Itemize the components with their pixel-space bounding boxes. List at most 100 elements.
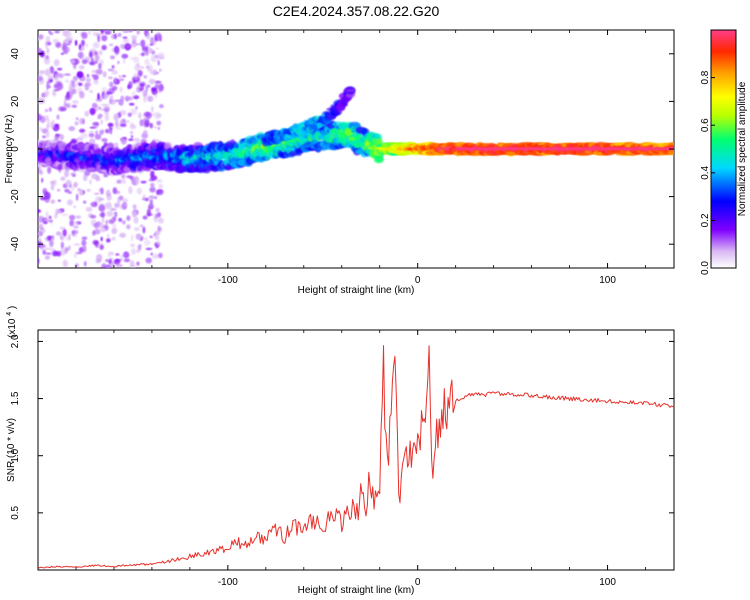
noise-cell — [100, 119, 104, 125]
noise-cell — [60, 241, 65, 249]
noise-cell — [63, 30, 69, 34]
noise-cell — [120, 138, 127, 145]
noise-cell — [147, 84, 151, 88]
noise-cell — [38, 166, 41, 175]
noise-cell — [148, 195, 155, 200]
noise-cell — [156, 240, 161, 246]
strong-ridge-cell — [522, 147, 533, 151]
noise-cell — [143, 111, 150, 117]
noise-cell — [109, 127, 113, 135]
strong-ridge-cell — [617, 147, 628, 151]
noise-cell — [53, 59, 60, 67]
noise-cell — [157, 52, 165, 58]
noise-cell — [128, 96, 134, 101]
noise-cell — [157, 33, 162, 40]
noise-cell — [45, 252, 52, 255]
noise-cell — [114, 214, 118, 218]
noise-cell — [116, 263, 123, 268]
noise-cell — [44, 108, 49, 113]
noise-cell — [51, 250, 59, 257]
noise-cell — [54, 72, 62, 77]
noise-cell — [111, 236, 116, 241]
colorbar-tick-label: 0.6 — [700, 118, 711, 132]
strong-ridge-cell — [588, 147, 599, 151]
noise-cell — [45, 41, 48, 49]
noise-cell — [141, 197, 149, 201]
spectrogram-panel: -40 -20 0 20 40 -100 0 100 Height of straight … — [4, 29, 675, 296]
noise-cell — [157, 60, 160, 66]
noise-cell — [89, 126, 97, 129]
noise-cell — [97, 35, 100, 43]
noise-cell — [98, 222, 104, 229]
noise-cell — [145, 247, 153, 251]
spectrogram-x-axis-label: Height of straight line (km) — [298, 285, 415, 296]
noise-cell — [43, 247, 51, 250]
noise-cell — [76, 136, 84, 142]
noise-cell — [130, 134, 134, 139]
noise-cell — [143, 237, 148, 240]
snr-multiplier-exponent: 4 — [6, 312, 13, 316]
noise-cell — [78, 82, 83, 87]
spectrogram-y-tick-label: 40 — [10, 48, 21, 60]
noise-cell — [43, 218, 51, 222]
noise-cell — [113, 33, 118, 40]
noise-cell — [155, 47, 159, 50]
noise-cell — [83, 200, 87, 204]
noise-cell — [89, 61, 95, 66]
noise-cell — [122, 198, 129, 204]
noise-cell — [143, 50, 150, 56]
noise-cell — [57, 67, 63, 71]
noise-cell — [90, 214, 97, 219]
strong-ridge-cell — [512, 147, 523, 151]
noise-cell — [149, 186, 156, 193]
noise-cell — [106, 210, 114, 217]
noise-cell — [100, 30, 104, 35]
noise-cell — [63, 38, 70, 45]
noise-cell — [59, 226, 66, 230]
noise-cell — [38, 74, 43, 81]
noise-cell — [89, 179, 92, 185]
snr-y-tick-label: 2.0 — [10, 334, 21, 348]
snr-multiplier-prefix: (x10 — [7, 318, 18, 338]
ridge-cell — [295, 148, 303, 156]
noise-cell — [135, 233, 142, 240]
noise-cell — [119, 78, 125, 81]
noise-cell — [63, 99, 67, 107]
noise-cell — [85, 77, 91, 83]
noise-cell — [81, 31, 88, 39]
noise-cell — [42, 135, 47, 139]
noise-cell — [114, 258, 122, 262]
noise-cell — [81, 39, 85, 47]
noise-cell — [107, 68, 114, 72]
noise-cell — [51, 234, 55, 241]
noise-cell — [103, 173, 109, 178]
noise-cell — [54, 30, 60, 34]
noise-cell — [42, 188, 48, 194]
noise-cell — [104, 113, 110, 122]
noise-cell — [141, 45, 147, 52]
noise-cell — [156, 179, 163, 183]
noise-cell — [130, 243, 136, 248]
noise-cell — [65, 179, 72, 187]
noise-cell — [62, 259, 68, 268]
noise-cell — [147, 64, 154, 72]
noise-cell — [38, 70, 46, 75]
noise-cell — [62, 228, 67, 237]
spectrogram-y-axis-label: Frequency (Hz) — [4, 115, 15, 184]
noise-cell — [145, 257, 153, 264]
noise-cell — [101, 129, 104, 135]
spectrogram-y-tick-label: 20 — [10, 95, 21, 107]
noise-cell — [123, 203, 128, 207]
snr-y-tick-label: 1.0 — [10, 448, 21, 462]
noise-cell — [133, 227, 140, 231]
noise-cell — [79, 91, 85, 99]
noise-cell — [157, 212, 162, 218]
noise-cell — [47, 166, 52, 174]
spectrogram-x-tick-label: -100 — [218, 275, 238, 286]
noise-cell — [142, 90, 148, 98]
strong-ridge-cell — [645, 147, 656, 151]
noise-cell — [98, 204, 106, 212]
noise-cell — [101, 138, 108, 142]
noise-cell — [74, 263, 79, 268]
noise-cell — [50, 121, 54, 129]
